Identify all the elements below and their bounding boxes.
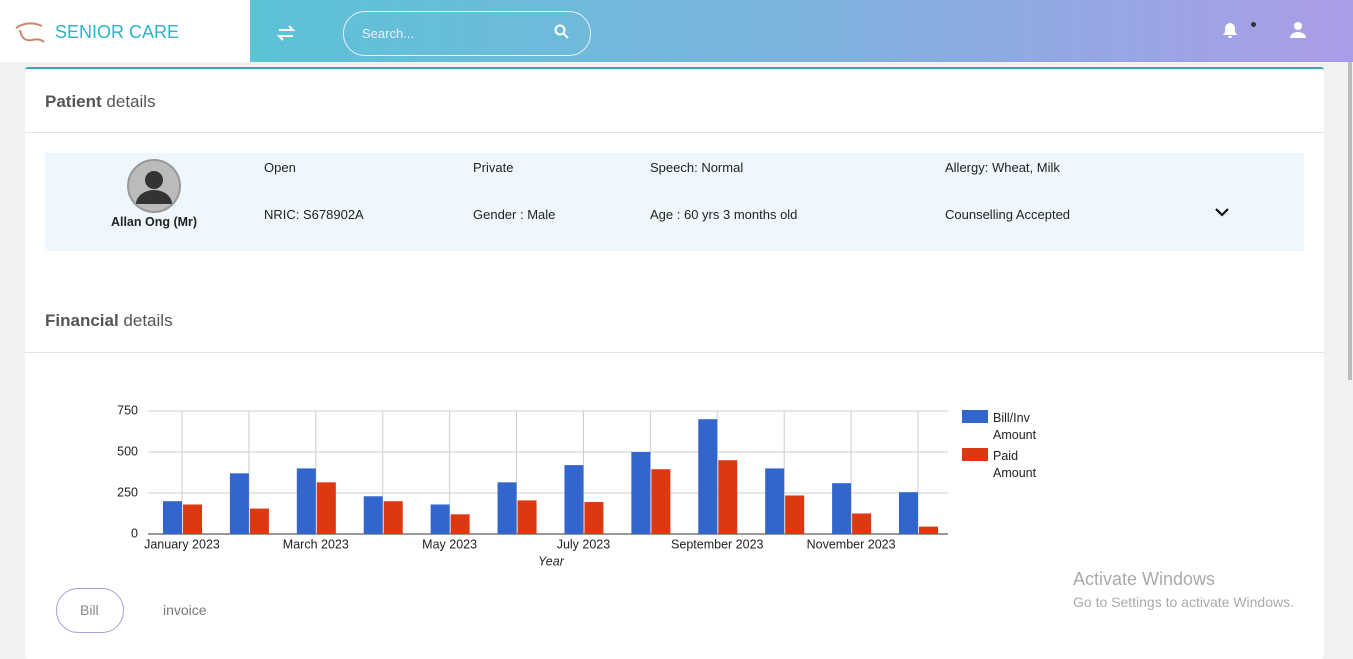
separator [25, 132, 1324, 133]
search-icon[interactable] [554, 24, 570, 40]
bill-tab[interactable] [56, 588, 124, 633]
bar [765, 468, 785, 534]
legend-label: Paid Amount [993, 449, 1037, 480]
bar [450, 514, 470, 534]
bar [651, 469, 671, 534]
patient-field: Counselling Accepted [945, 207, 1071, 222]
logo-area [0, 0, 250, 62]
legend-swatch [962, 410, 988, 423]
bar [249, 508, 269, 534]
bar [564, 465, 584, 534]
bar [899, 492, 918, 534]
x-tick-label: September 2023 [671, 537, 763, 551]
notif-dot [1251, 22, 1256, 27]
bell-icon[interactable] [1220, 20, 1240, 40]
title-rest: details [123, 311, 173, 330]
avatar [127, 159, 181, 213]
x-tick-label: November 2023 [807, 537, 896, 551]
x-tick-label: May 2023 [422, 537, 477, 551]
bar [163, 501, 182, 534]
bar [296, 468, 316, 534]
bar [517, 500, 537, 534]
patient-field: Speech: Normal [650, 160, 744, 175]
bar [698, 419, 718, 534]
patient-field: Age : 60 yrs 3 months old [650, 207, 798, 222]
title-bold: Financial [45, 311, 119, 330]
scrollbar[interactable] [1348, 62, 1352, 380]
x-tick-label: July 2023 [557, 537, 611, 551]
patient-field: Allergy: Wheat, Milk [945, 160, 1060, 175]
bar [316, 482, 336, 534]
legend-swatch [962, 448, 988, 461]
title-rest: details [106, 92, 156, 111]
bar [363, 496, 383, 534]
bar [497, 482, 517, 534]
y-tick-label: 250 [117, 485, 138, 499]
search-placeholder: Search... [362, 26, 415, 41]
watermark: Activate Windows [1073, 569, 1216, 589]
watermark: Go to Settings to activate Windows. [1073, 594, 1294, 610]
bill-tab-label: Bill [80, 602, 99, 618]
invoice-tab[interactable]: invoice [163, 602, 207, 618]
bar [229, 473, 249, 534]
y-tick-label: 750 [117, 403, 138, 417]
patient-field: NRIC: S678902A [264, 207, 364, 222]
bar [430, 504, 450, 534]
patient-name: Allan Ong (Mr) [110, 215, 198, 229]
patient-field: Private [473, 160, 514, 175]
title-bold: Patient [45, 92, 102, 111]
patient-field: Open [264, 160, 296, 175]
bar [584, 502, 604, 534]
bar [183, 504, 202, 534]
legend-label: Bill/Inv Amount [993, 411, 1037, 442]
x-tick-label: January 2023 [144, 537, 220, 551]
bar [718, 460, 738, 534]
logo-icon [15, 22, 45, 43]
patient-title: Patient details [45, 92, 156, 112]
bar [852, 513, 872, 534]
x-axis-title: Year [538, 554, 565, 568]
financial-title: Financial details [45, 311, 173, 331]
bar [631, 452, 651, 534]
bar [383, 501, 403, 534]
y-tick-label: 0 [131, 526, 138, 540]
patient-row [45, 153, 1304, 251]
patient-field: Gender : Male [473, 207, 556, 222]
y-tick-label: 500 [117, 444, 138, 458]
toggle-icon[interactable] [276, 24, 298, 42]
bar [832, 483, 852, 534]
x-tick-label: March 2023 [283, 537, 349, 551]
bar [919, 526, 938, 534]
bar [785, 495, 805, 534]
user-icon[interactable] [1289, 21, 1307, 39]
brand[interactable]: SENIOR CARE [55, 22, 180, 42]
expand-icon[interactable] [1215, 208, 1229, 218]
search-box[interactable] [343, 11, 591, 56]
separator [25, 352, 1324, 353]
